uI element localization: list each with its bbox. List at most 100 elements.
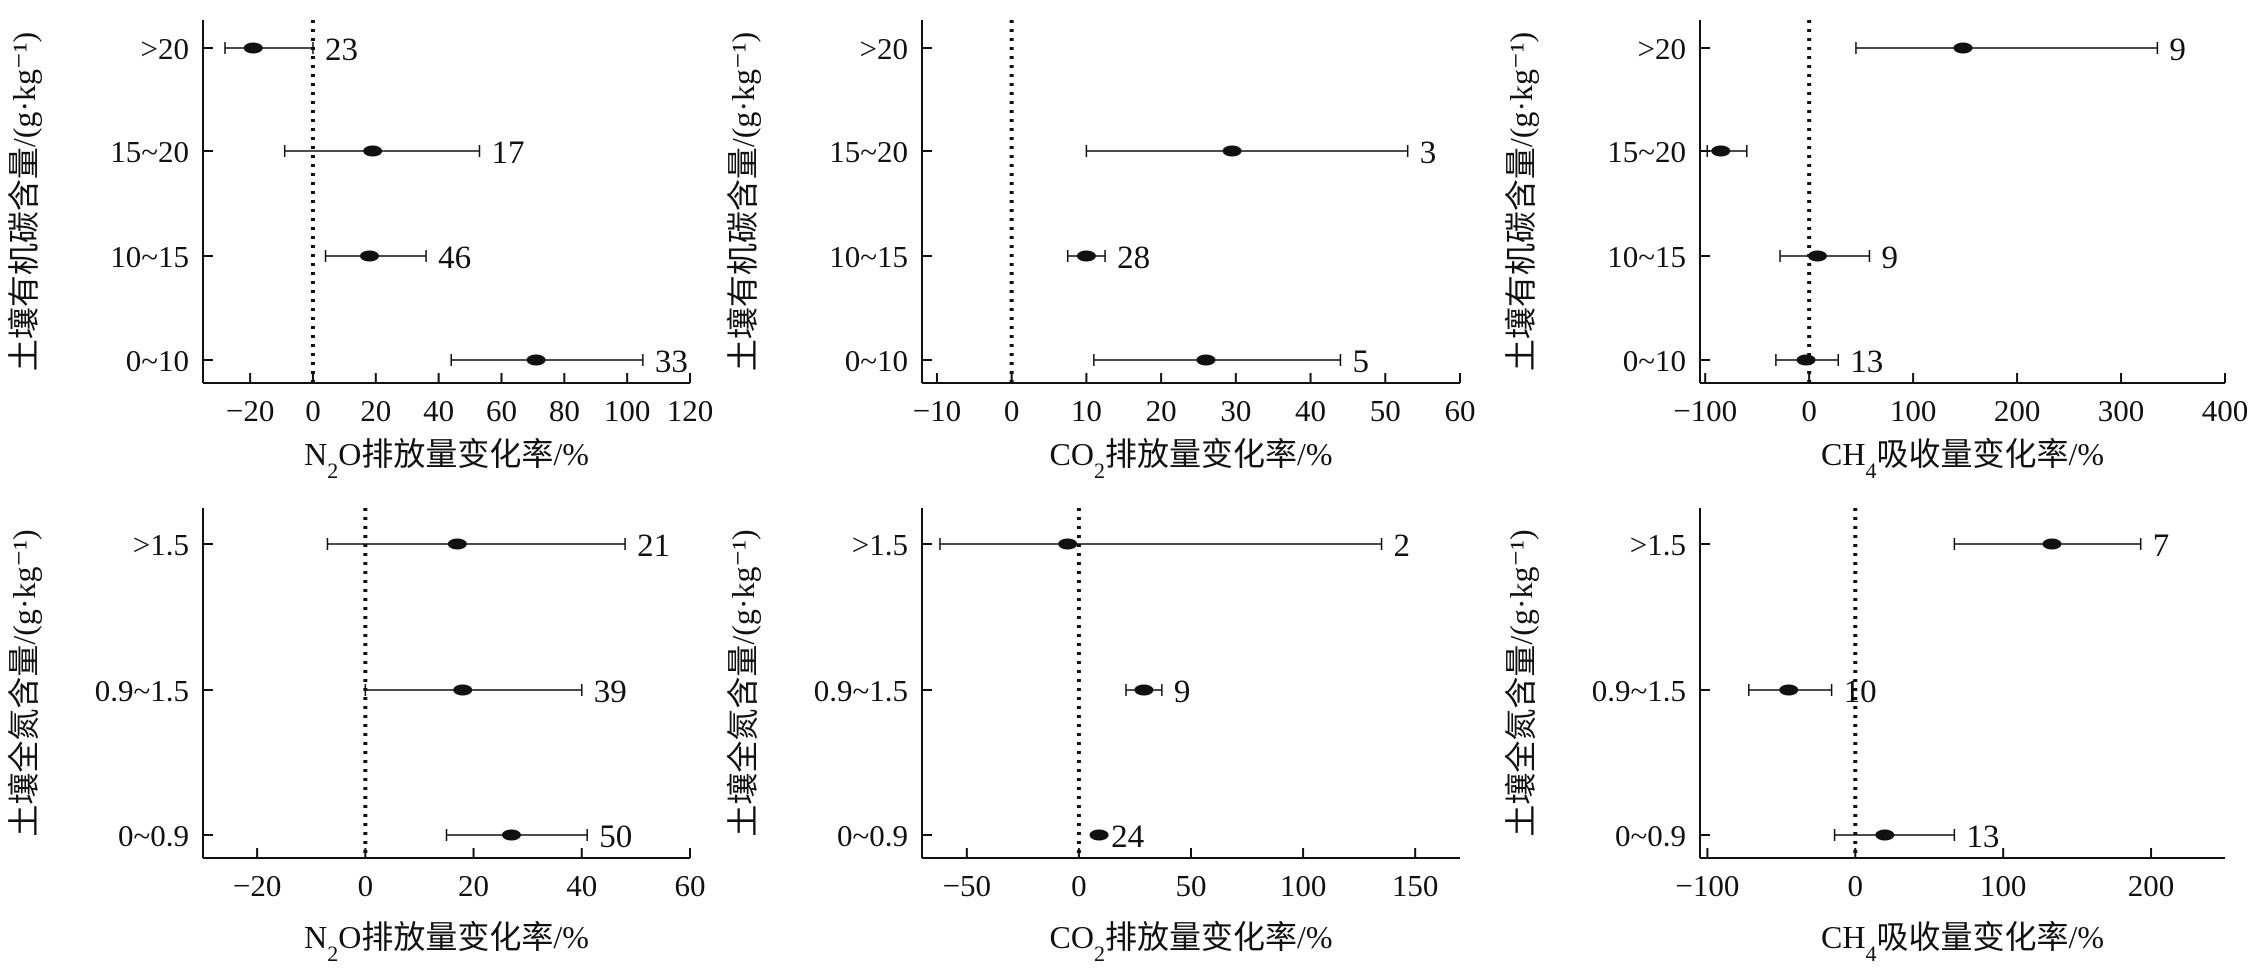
x-tick-label: 150 bbox=[1392, 868, 1439, 903]
mean-point bbox=[1222, 145, 1242, 157]
x-tick-label: 80 bbox=[549, 393, 580, 428]
sample-size-label: 24 bbox=[1111, 819, 1144, 855]
x-tick-label: −20 bbox=[226, 393, 274, 428]
x-tick-label: 100 bbox=[1280, 868, 1327, 903]
sample-size-label: 21 bbox=[637, 528, 670, 564]
x-tick-label: −100 bbox=[1673, 393, 1737, 428]
sample-size-label: 23 bbox=[325, 32, 358, 68]
x-tick-label: 60 bbox=[486, 393, 517, 428]
x-tick-label: 50 bbox=[1370, 393, 1401, 428]
mean-point bbox=[2042, 538, 2062, 550]
mean-point bbox=[1196, 354, 1216, 366]
y-category-label: 10~15 bbox=[1607, 239, 1686, 274]
x-tick-label: −50 bbox=[943, 868, 991, 903]
x-tick-label: 40 bbox=[566, 868, 597, 903]
y-category-label: 0~0.9 bbox=[1615, 818, 1686, 853]
x-tick-label: 0 bbox=[305, 393, 321, 428]
x-tick-label: 300 bbox=[2098, 393, 2145, 428]
y-category-label: >20 bbox=[141, 31, 189, 66]
mean-point bbox=[363, 145, 383, 157]
x-tick-label: 30 bbox=[1220, 393, 1251, 428]
panel-3: −100 0 100 200 300 400 >20 9 15~20 10~15 9 0~10 13 土壤… bbox=[1503, 20, 2248, 483]
panel-5: −50 0 50 100 150 >1.5 2 0.9~1.5 9 0~0.9 24 土壤全氮含量/(… bbox=[725, 508, 1460, 966]
y-category-label: 15~20 bbox=[829, 134, 908, 169]
x-tick-label: 0 bbox=[1848, 868, 1864, 903]
mean-point bbox=[453, 684, 473, 696]
sample-size-label: 13 bbox=[1850, 344, 1883, 380]
x-axis-title: N2O排放量变化率/% bbox=[304, 436, 589, 483]
x-axis-title: CO2排放量变化率/% bbox=[1049, 436, 1332, 483]
x-axis-title: CH4吸收量变化率/% bbox=[1821, 919, 2104, 966]
y-category-label: >1.5 bbox=[1630, 527, 1686, 562]
x-tick-label: 200 bbox=[1994, 393, 2041, 428]
y-axis-title: 土壤全氮含量/(g·kg⁻¹) bbox=[1503, 529, 1539, 836]
panel-1: −20 0 20 40 60 80 100 120 >20 23 15~20 17 10~15 46 0~1… bbox=[6, 20, 713, 483]
x-tick-label: −10 bbox=[913, 393, 961, 428]
x-tick-label: 40 bbox=[423, 393, 454, 428]
x-tick-label: 100 bbox=[1890, 393, 1937, 428]
mean-point bbox=[1711, 145, 1731, 157]
sample-size-label: 50 bbox=[599, 819, 632, 855]
sample-size-label: 10 bbox=[1844, 674, 1877, 710]
mean-point bbox=[447, 538, 467, 550]
y-category-label: 15~20 bbox=[110, 134, 189, 169]
panel-2: −10 0 10 20 30 40 50 60 >20 15~20 3 10~15 28 0~10 5 土壤有… bbox=[725, 20, 1476, 483]
mean-point bbox=[1089, 829, 1109, 841]
x-tick-label: 20 bbox=[458, 868, 489, 903]
y-category-label: 0~0.9 bbox=[118, 818, 189, 853]
mean-point bbox=[501, 829, 521, 841]
y-category-label: 0.9~1.5 bbox=[95, 673, 189, 708]
y-category-label: 0~10 bbox=[1623, 343, 1686, 378]
x-tick-label: 200 bbox=[2128, 868, 2175, 903]
mean-point bbox=[1796, 354, 1816, 366]
y-category-label: 0~10 bbox=[845, 343, 908, 378]
x-tick-label: 50 bbox=[1176, 868, 1207, 903]
y-axis-title: 土壤全氮含量/(g·kg⁻¹) bbox=[725, 529, 761, 836]
y-axis-title: 土壤有机碳含量/(g·kg⁻¹) bbox=[1503, 32, 1539, 371]
y-category-label: 15~20 bbox=[1607, 134, 1686, 169]
y-category-label: 0.9~1.5 bbox=[814, 673, 908, 708]
y-axis-title: 土壤有机碳含量/(g·kg⁻¹) bbox=[6, 32, 42, 371]
x-tick-label: 0 bbox=[1004, 393, 1020, 428]
mean-point bbox=[526, 354, 546, 366]
sample-size-label: 5 bbox=[1352, 344, 1369, 380]
y-axis-title: 土壤全氮含量/(g·kg⁻¹) bbox=[6, 529, 42, 836]
x-tick-label: 100 bbox=[604, 393, 651, 428]
mean-point bbox=[360, 250, 380, 262]
sample-size-label: 13 bbox=[1966, 819, 1999, 855]
x-tick-label: 20 bbox=[1146, 393, 1177, 428]
sample-size-label: 39 bbox=[594, 674, 627, 710]
x-tick-label: −100 bbox=[1675, 868, 1739, 903]
x-tick-label: 100 bbox=[1980, 868, 2027, 903]
x-tick-label: 400 bbox=[2202, 393, 2249, 428]
sample-size-label: 17 bbox=[491, 135, 524, 171]
x-tick-label: −20 bbox=[233, 868, 281, 903]
y-axis-title: 土壤有机碳含量/(g·kg⁻¹) bbox=[725, 32, 761, 371]
sample-size-label: 3 bbox=[1420, 135, 1437, 171]
mean-point bbox=[1807, 250, 1827, 262]
y-category-label: 0.9~1.5 bbox=[1592, 673, 1686, 708]
mean-point bbox=[1134, 684, 1154, 696]
x-tick-label: 0 bbox=[1801, 393, 1817, 428]
sample-size-label: 46 bbox=[438, 240, 471, 276]
sample-size-label: 9 bbox=[1881, 240, 1898, 276]
mean-point bbox=[1076, 250, 1096, 262]
x-axis-title: CO2排放量变化率/% bbox=[1049, 919, 1332, 966]
y-category-label: >20 bbox=[860, 31, 908, 66]
sample-size-label: 33 bbox=[655, 344, 688, 380]
mean-point bbox=[1779, 684, 1799, 696]
x-tick-label: 0 bbox=[1071, 868, 1087, 903]
x-tick-label: 60 bbox=[1445, 393, 1476, 428]
mean-point bbox=[243, 42, 263, 54]
mean-point bbox=[1875, 829, 1895, 841]
mean-point bbox=[1058, 538, 1078, 550]
panel-4: −20 0 20 40 60 >1.5 21 0.9~1.5 39 0~0.9 50 土壤全氮含量/(… bbox=[6, 508, 706, 966]
x-axis-title: CH4吸收量变化率/% bbox=[1821, 436, 2104, 483]
x-tick-label: 120 bbox=[667, 393, 714, 428]
y-category-label: 10~15 bbox=[110, 239, 189, 274]
y-category-label: 10~15 bbox=[829, 239, 908, 274]
x-tick-label: 10 bbox=[1071, 393, 1102, 428]
sample-size-label: 7 bbox=[2153, 528, 2170, 564]
sample-size-label: 28 bbox=[1117, 240, 1150, 276]
